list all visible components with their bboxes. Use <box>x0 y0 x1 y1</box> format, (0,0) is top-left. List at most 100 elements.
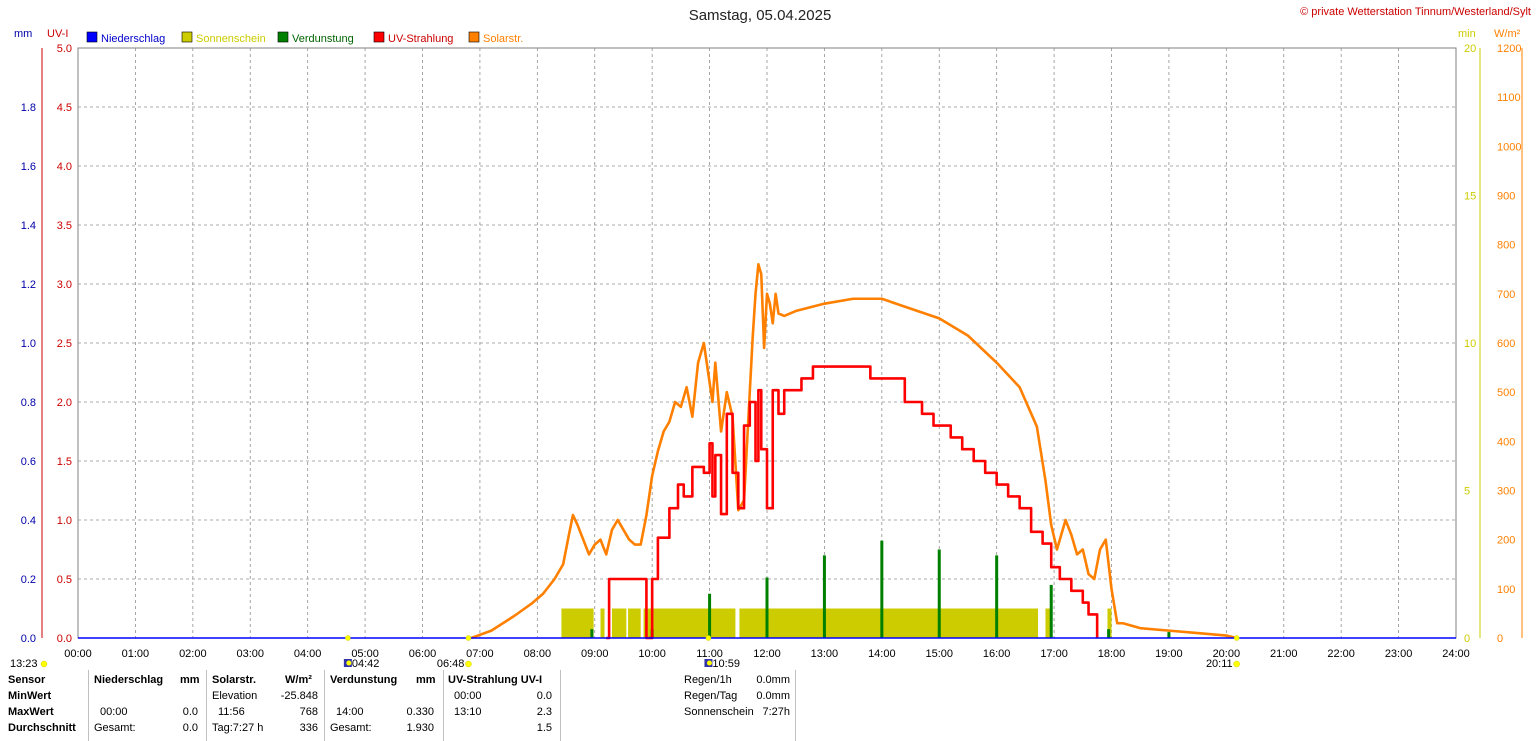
cell-solar-time: Tag:7:27 h <box>212 722 264 734</box>
unit-uv: UV-I <box>47 28 68 40</box>
cell-verdunstung-value: 0.330 <box>406 706 434 718</box>
header-wm2: W/m² <box>285 674 312 686</box>
legend-label: Solarstr. <box>483 33 523 45</box>
x-tick-label: 02:00 <box>179 648 207 660</box>
sunshine-block <box>611 608 627 638</box>
x-tick-label: 10:00 <box>638 648 666 660</box>
x-tick-label: 22:00 <box>1327 648 1355 660</box>
sun-axis-dot <box>1233 635 1240 641</box>
evaporation-bar <box>995 555 999 638</box>
uv-series-line <box>606 365 1099 640</box>
legend-label: Verdunstung <box>292 33 354 45</box>
extra-value: 0.0mm <box>756 690 790 702</box>
header-niederschlag: Niederschlag <box>94 674 164 686</box>
row-label: MaxWert <box>8 706 54 718</box>
legend-label: Niederschlag <box>101 33 165 45</box>
evaporation-bar <box>590 629 594 638</box>
mm-tick-label: 1.2 <box>21 279 36 291</box>
sun-axis-dot <box>465 635 472 641</box>
wm2-tick-label: 500 <box>1497 387 1515 399</box>
legend-swatch <box>181 31 193 43</box>
x-tick-label: 05:00 <box>351 648 379 660</box>
sun-icon <box>465 660 472 668</box>
cell-verdunstung-time: Gesamt: <box>330 722 372 734</box>
x-tick-label: 07:00 <box>466 648 494 660</box>
moon-icon <box>706 660 712 666</box>
cell-verdunstung-value: 1.930 <box>406 722 434 734</box>
row-label: Durchschnitt <box>8 722 76 734</box>
extra-label: Sonnenschein <box>684 706 754 718</box>
x-tick-label: 03:00 <box>236 648 264 660</box>
sun-icon <box>1233 660 1240 668</box>
x-axis: 00:00 01:00 02:00 03:00 04:00 05:00 06:00 07:00… <box>64 648 1470 660</box>
sun-marker-label: 20:11 <box>1206 658 1233 670</box>
x-tick-label: 01:00 <box>122 648 150 660</box>
cell-verdunstung-time: 14:00 <box>336 706 364 718</box>
sunshine-block <box>1045 608 1053 638</box>
wm2-tick-label: 900 <box>1497 191 1515 203</box>
cell-uv-time: 00:00 <box>454 690 482 702</box>
cell-solar-value: -25.848 <box>280 690 318 702</box>
legend-label: UV-Strahlung <box>388 33 453 45</box>
legend: Niederschlag Sonnenschein Verdunstung UV-St… <box>86 31 523 45</box>
x-tick-label: 08:00 <box>524 648 552 660</box>
cell-niederschlag-value: 0.0 <box>182 706 198 718</box>
credit-text: © private Wetterstation Tinnum/Westerlan… <box>1300 6 1531 18</box>
unit-min: min <box>1458 28 1476 40</box>
sun-icon <box>40 660 48 668</box>
x-tick-label: 16:00 <box>983 648 1011 660</box>
cell-solar-value: 336 <box>299 722 318 734</box>
extra-value: 7:27h <box>762 706 790 718</box>
mm-tick-label: 0.8 <box>21 397 36 409</box>
x-tick-label: 19:00 <box>1155 648 1183 660</box>
legend-swatch <box>468 31 480 43</box>
sunshine-block <box>600 608 605 638</box>
wm2-tick-label: 800 <box>1497 240 1515 252</box>
cell-solar-time: Elevation <box>212 690 258 702</box>
sun-axis-dot <box>345 635 351 641</box>
x-tick-label: 18:00 <box>1098 648 1126 660</box>
moon-icon <box>346 660 352 666</box>
wm2-tick-label: 700 <box>1497 289 1515 301</box>
unit-mm: mm <box>14 28 32 40</box>
legend-swatch <box>277 31 289 43</box>
evaporation-bar <box>1167 632 1171 638</box>
cell-uv-value: 1.5 <box>536 722 552 734</box>
uv-tick-label: 3.5 <box>57 220 72 232</box>
plot-area <box>78 263 1456 640</box>
uv-tick-label: 3.0 <box>57 279 72 291</box>
uv-tick-label: 1.5 <box>57 456 72 468</box>
sun-marker-label: 13:23 <box>10 658 38 670</box>
cell-solar-time: 11:56 <box>218 706 245 718</box>
x-tick-label: 21:00 <box>1270 648 1298 660</box>
extra-value: 0.0mm <box>756 674 790 686</box>
sunshine-block <box>1107 608 1112 638</box>
sun-marker-label: 10:59 <box>712 658 740 670</box>
sun-axis-dot <box>705 635 712 641</box>
solar-series-line <box>470 263 1237 640</box>
mm-tick-label: 1.4 <box>21 220 36 232</box>
sunshine-block <box>561 608 594 638</box>
sun-markers: 13:23 04:42 06:48 10:59 20:11 <box>10 635 1240 670</box>
header-sensor: Sensor <box>8 674 46 686</box>
wm2-tick-label: 600 <box>1497 338 1515 350</box>
x-tick-label: 12:00 <box>753 648 781 660</box>
wm2-tick-label: 200 <box>1497 535 1515 547</box>
sunshine-block <box>739 608 1039 638</box>
wm2-tick-label: 1000 <box>1497 141 1521 153</box>
x-tick-label: 13:00 <box>811 648 839 660</box>
cell-niederschlag-time: Gesamt: <box>94 722 136 734</box>
row-label: MinWert <box>8 690 52 702</box>
cell-uv-time: 13:10 <box>454 706 482 718</box>
uv-tick-label: 1.0 <box>57 515 72 527</box>
extra-label: Regen/Tag <box>684 690 738 702</box>
mm-tick-label: 0.4 <box>21 515 36 527</box>
x-tick-label: 24:00 <box>1442 648 1470 660</box>
evaporation-bar <box>880 540 884 638</box>
header-mm1: mm <box>180 674 200 686</box>
x-tick-label: 11:00 <box>696 648 723 660</box>
header-solar: Solarstr. <box>212 674 257 686</box>
sun-marker-label: 04:42 <box>352 658 380 670</box>
mm-tick-label: 0.2 <box>21 574 36 586</box>
cell-niederschlag-time: 00:00 <box>100 706 128 718</box>
